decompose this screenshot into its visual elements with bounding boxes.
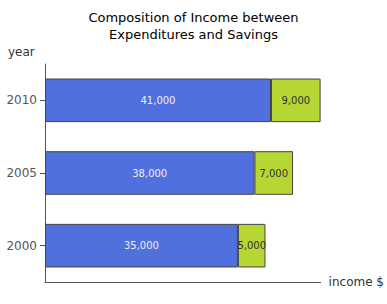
svg-text:9,000: 9,000 <box>281 95 310 106</box>
svg-text:2000: 2000 <box>6 239 37 253</box>
svg-text:year: year <box>8 45 35 59</box>
svg-text:Composition of Income between: Composition of Income between <box>88 10 298 25</box>
svg-text:2005: 2005 <box>6 166 37 180</box>
svg-text:41,000: 41,000 <box>140 95 175 106</box>
svg-text:2010: 2010 <box>6 93 37 107</box>
svg-text:Expenditures and Savings: Expenditures and Savings <box>109 27 278 42</box>
svg-text:5,000: 5,000 <box>237 240 266 251</box>
svg-text:income $: income $ <box>329 275 384 289</box>
svg-text:7,000: 7,000 <box>259 168 288 179</box>
svg-text:38,000: 38,000 <box>132 168 167 179</box>
svg-text:35,000: 35,000 <box>124 240 159 251</box>
